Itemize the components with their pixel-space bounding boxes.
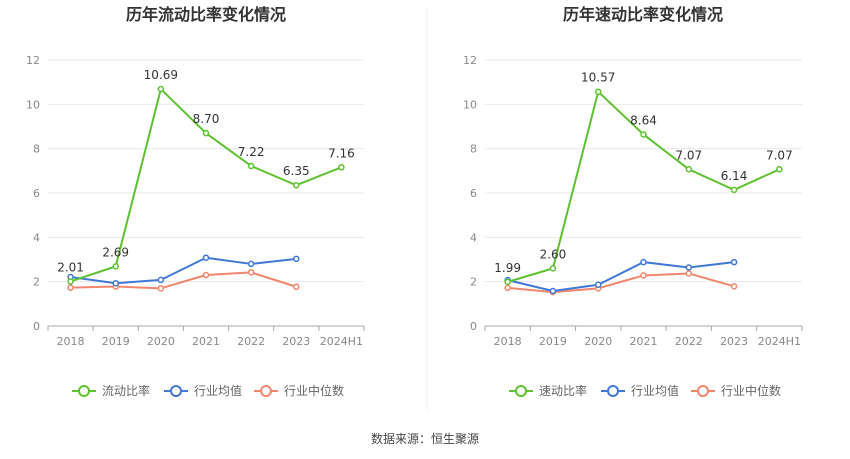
legend-swatch-marker: [260, 385, 272, 397]
series-line-2: [507, 261, 735, 292]
y-tick-label: 4: [33, 231, 40, 244]
data-point: [504, 278, 511, 286]
chart-title: 历年速动比率变化情况: [563, 5, 723, 24]
legend-swatch-marker: [697, 385, 709, 397]
y-tick-label: 6: [470, 187, 477, 200]
data-point: [293, 255, 300, 263]
data-label: 8.64: [630, 113, 657, 127]
y-tick-label: 0: [470, 320, 477, 333]
x-tick-label: 2019: [102, 335, 130, 348]
series-line-2: [70, 256, 297, 285]
x-tick-label: 2024H1: [320, 335, 363, 348]
data-point: [730, 186, 738, 194]
series-line-3: [70, 271, 297, 290]
data-point: [640, 258, 647, 266]
x-tick-label: 2018: [494, 335, 522, 348]
data-point: [157, 276, 165, 284]
legend-label: 流动比率: [102, 383, 150, 398]
data-point: [67, 284, 74, 291]
x-tick-label: 2021: [192, 335, 220, 348]
legend-swatch-marker: [515, 385, 527, 397]
data-point: [685, 264, 693, 271]
data-point: [247, 162, 255, 170]
y-tick-label: 10: [463, 98, 477, 111]
series-line-3: [507, 272, 735, 294]
data-label: 2.01: [57, 260, 84, 274]
y-tick-label: 8: [33, 143, 40, 156]
chart-panel-2: 历年速动比率变化情况 0 2 4 6 8 10 12 2018 2019 2020 2021 2022 2…: [463, 5, 803, 398]
data-point: [293, 283, 300, 291]
data-point: [112, 263, 119, 270]
x-tick-label: 2020: [147, 335, 175, 348]
data-point: [202, 271, 210, 279]
data-point: [112, 279, 119, 287]
x-tick-label: 2019: [539, 335, 567, 348]
data-label: 7.16: [328, 146, 355, 160]
data-point: [549, 287, 557, 295]
legend-label: 行业均值: [194, 383, 242, 398]
legend-label: 速动比率: [539, 383, 587, 398]
data-point: [67, 278, 74, 285]
data-label: 7.07: [766, 148, 793, 162]
chart-panel-1: 历年流动比率变化情况 0 2 4 6 8 10 12 2018 2019 2020 2021 2022 2…: [26, 5, 365, 398]
x-tick-label: 2023: [720, 335, 748, 348]
x-tick-label: 2023: [282, 335, 310, 348]
data-point: [776, 166, 783, 173]
y-tick-label: 12: [26, 54, 40, 67]
data-label: 1.99: [494, 261, 521, 275]
data-point: [247, 260, 255, 268]
x-tick-label: 2021: [630, 335, 658, 348]
data-label: 7.07: [675, 148, 702, 162]
data-label: 2.60: [540, 247, 567, 261]
data-label: 8.70: [193, 112, 220, 126]
data-point: [730, 258, 738, 266]
legend-label: 行业中位数: [284, 383, 344, 398]
x-tick-label: 2020: [584, 335, 612, 348]
data-point: [293, 181, 300, 189]
y-tick-label: 2: [470, 276, 477, 289]
data-point: [685, 166, 693, 173]
data-point: [247, 269, 255, 276]
y-tick-label: 0: [33, 320, 40, 333]
legend-label: 行业均值: [631, 383, 679, 398]
data-point: [157, 85, 165, 93]
data-label: 10.57: [581, 71, 615, 85]
chart-title: 历年流动比率变化情况: [126, 5, 286, 24]
data-point: [685, 270, 693, 277]
data-point: [157, 285, 165, 292]
data-point: [730, 283, 738, 290]
data-point: [504, 284, 511, 292]
data-point: [202, 254, 210, 261]
legend-label: 行业中位数: [721, 383, 781, 398]
y-tick-label: 10: [26, 98, 40, 111]
legend-swatch-marker: [170, 385, 182, 397]
data-point: [549, 265, 557, 272]
x-tick-label: 2024H1: [758, 335, 801, 348]
data-point: [594, 88, 602, 95]
data-label: 2.69: [102, 245, 129, 259]
data-point: [594, 281, 602, 289]
y-tick-label: 2: [33, 276, 40, 289]
legend-swatch-marker: [607, 385, 619, 397]
source-text: 数据来源：恒生聚源: [371, 431, 479, 446]
x-tick-label: 2018: [57, 335, 85, 348]
data-point: [640, 272, 647, 279]
y-tick-label: 4: [470, 231, 477, 244]
data-label: 7.22: [238, 145, 265, 159]
y-tick-label: 12: [463, 54, 477, 67]
data-point: [338, 164, 345, 171]
data-label: 6.35: [283, 164, 310, 178]
data-point: [202, 129, 210, 137]
x-tick-label: 2022: [237, 335, 265, 348]
data-label: 10.69: [144, 68, 178, 82]
data-label: 6.14: [721, 169, 748, 183]
data-point: [640, 131, 647, 138]
x-tick-label: 2022: [675, 335, 703, 348]
y-tick-label: 8: [470, 143, 477, 156]
y-tick-label: 6: [33, 187, 40, 200]
legend-swatch-marker: [78, 385, 90, 397]
